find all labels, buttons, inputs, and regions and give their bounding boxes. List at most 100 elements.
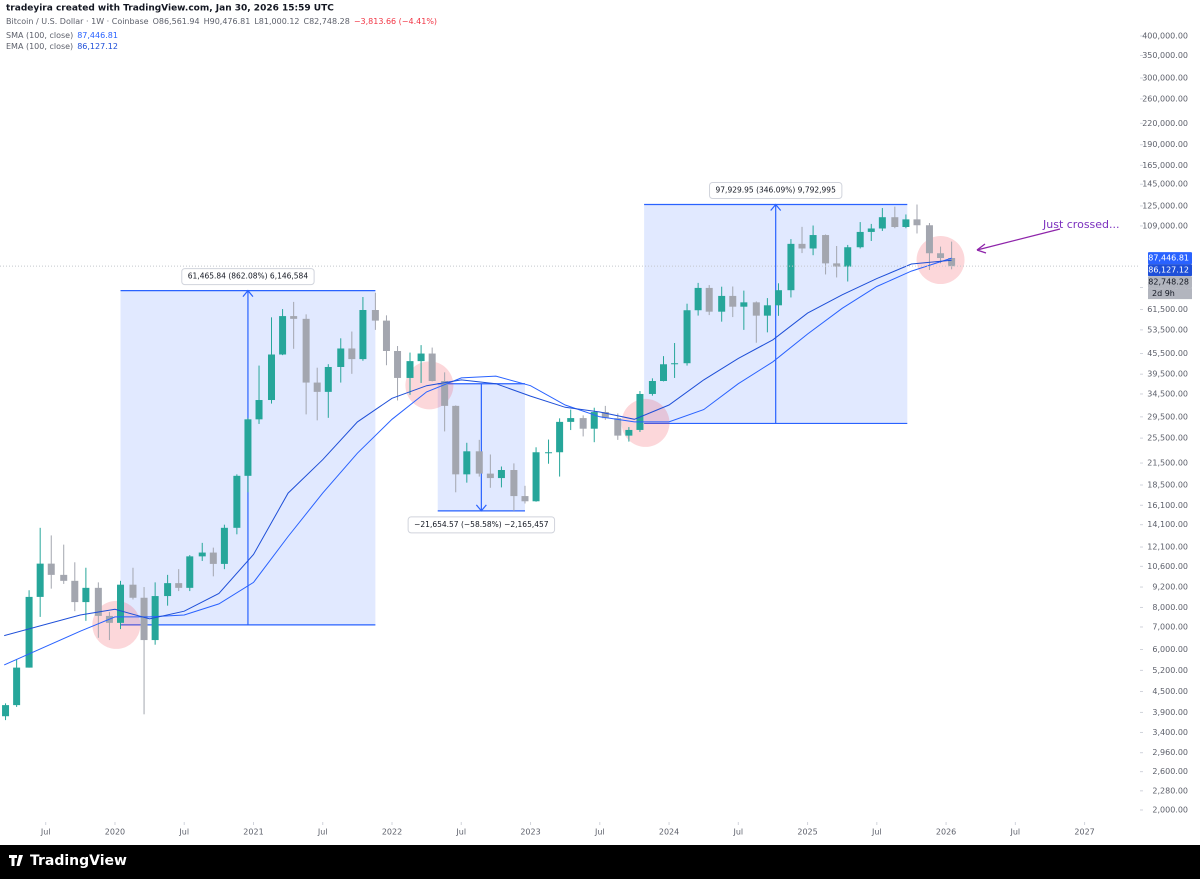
- y-tick-label: 10,600.00: [1147, 562, 1188, 571]
- candle-body: [556, 421, 564, 453]
- ma-badge-label: 86,127.12: [1148, 266, 1189, 275]
- candle-body: [694, 287, 702, 311]
- candle-body: [475, 451, 483, 474]
- x-tick-label: Jul: [1010, 828, 1021, 837]
- candle-body: [60, 574, 68, 581]
- y-tick-label: 39,500.00: [1147, 370, 1188, 379]
- x-tick-label: Jul: [317, 828, 328, 837]
- candle-body: [117, 584, 125, 623]
- candle-body: [718, 295, 726, 312]
- y-tick-label: 5,200.00: [1152, 666, 1188, 675]
- legend-symbol: Bitcoin / U.S. Dollar · 1W · Coinbase O86…: [6, 17, 437, 26]
- candle-body: [545, 452, 553, 454]
- measure-arrowhead: [770, 203, 782, 211]
- candle-body: [417, 353, 425, 362]
- ohlc-value: C82,748.28: [304, 17, 350, 26]
- candle-body: [740, 302, 748, 307]
- candle-body: [833, 263, 841, 267]
- legend-value: 86,127.12: [77, 42, 118, 51]
- y-tick-label: 53,500.00: [1147, 325, 1188, 334]
- y-tick-label: 61,500.00: [1147, 305, 1188, 314]
- ohlc-value: L81,000.12: [254, 17, 299, 26]
- candle-body: [348, 348, 356, 360]
- y-tick-label: 14,100.00: [1147, 520, 1188, 529]
- y-tick-label: 300,000.00: [1142, 74, 1188, 83]
- y-tick-label: 3,900.00: [1152, 708, 1188, 717]
- candle-body: [186, 556, 194, 588]
- candle-body: [822, 235, 830, 264]
- ohlc-value: −3,813.66 (−4.41%): [354, 17, 437, 26]
- y-tick-label: 2,280.00: [1152, 786, 1188, 795]
- candle-body: [220, 527, 228, 564]
- y-tick-label: 45,500.00: [1147, 349, 1188, 358]
- y-tick-label: 34,500.00: [1147, 389, 1188, 398]
- candle-body: [209, 552, 217, 564]
- candle-body: [129, 584, 137, 598]
- y-tick-label: 6,000.00: [1152, 645, 1188, 654]
- x-tick-label: Jul: [455, 828, 466, 837]
- candle-body: [406, 361, 414, 378]
- y-tick-label: 145,000.00: [1142, 180, 1188, 189]
- candle-body: [2, 705, 10, 717]
- candle-body: [25, 596, 33, 668]
- candle-body: [290, 316, 298, 319]
- countdown-badge: [1148, 288, 1192, 300]
- candle-body: [891, 217, 899, 227]
- candle-body: [590, 412, 598, 429]
- candle-body: [925, 225, 933, 254]
- candle-body: [279, 316, 287, 355]
- candle-body: [601, 412, 609, 419]
- x-tick-label: 2022: [382, 828, 402, 837]
- y-tick-label: 2,000.00: [1152, 805, 1188, 814]
- candle-body: [359, 309, 367, 360]
- candle-body: [140, 597, 148, 641]
- y-tick-label: 260,000.00: [1142, 94, 1188, 103]
- candle-body: [844, 247, 852, 267]
- highlight: [621, 398, 670, 447]
- y-tick-label: 165,000.00: [1142, 161, 1188, 170]
- candle-body: [244, 419, 252, 476]
- close-badge-label: 82,748.28: [1148, 278, 1189, 287]
- candle-body: [510, 470, 518, 497]
- candle-body: [856, 231, 864, 248]
- y-tick-label: 18,500.00: [1147, 481, 1188, 490]
- x-tick-label: 2024: [659, 828, 679, 837]
- legend-name: EMA (100, close): [6, 42, 73, 51]
- measure-label: 97,929.95 (346.09%) 9,792,995: [716, 186, 837, 195]
- logo-mark: [9, 855, 23, 866]
- candle-body: [302, 318, 310, 383]
- y-tick-label: 2,600.00: [1152, 767, 1188, 776]
- candle-body: [913, 219, 921, 226]
- y-tick-label: 2,960.00: [1152, 748, 1188, 757]
- candle-body: [752, 302, 760, 316]
- measure-arrowhead: [475, 504, 487, 512]
- candle-body: [47, 563, 55, 575]
- candle-body: [798, 243, 806, 249]
- candle-body: [567, 418, 575, 422]
- candle-body: [382, 320, 390, 351]
- candle-body: [521, 496, 529, 502]
- y-tick-label: 220,000.00: [1142, 119, 1188, 128]
- measure-label-box: [407, 516, 556, 534]
- candle-body: [486, 473, 494, 479]
- y-tick-label: 21,500.00: [1147, 459, 1188, 468]
- candle-body: [164, 583, 172, 597]
- candle-body: [371, 309, 379, 321]
- y-tick-label: 190,000.00: [1142, 140, 1188, 149]
- symbol: Bitcoin / U.S. Dollar · 1W · Coinbase: [6, 17, 149, 26]
- x-tick-label: 2025: [797, 828, 817, 837]
- note: Just crossed...: [1042, 218, 1120, 231]
- candle-body: [394, 350, 402, 378]
- x-tick-label: 2026: [936, 828, 956, 837]
- measure-label: 61,465.84 (862.08%) 6,146,584: [188, 272, 309, 281]
- x-tick-label: Jul: [871, 828, 882, 837]
- y-tick-label: 29,500.00: [1147, 412, 1188, 421]
- plot: 61,465.84 (862.08%) 6,146,584 −21,654.57 …: [0, 182, 1140, 721]
- legend-value: 87,446.81: [77, 31, 118, 40]
- x-tick-label: 2020: [105, 828, 125, 837]
- candle-body: [198, 552, 206, 557]
- arrow-head: [976, 243, 987, 254]
- candle-body: [763, 305, 771, 316]
- countdown: 2d 9h: [1152, 289, 1175, 298]
